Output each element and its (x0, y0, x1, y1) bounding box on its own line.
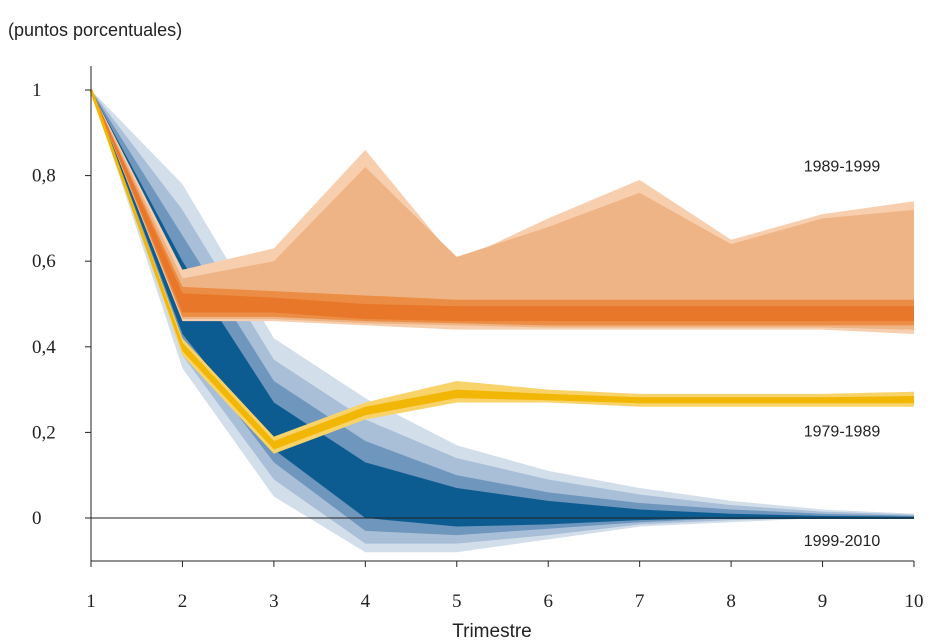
series-1989-1999-group (90, 89, 914, 334)
x-tick-label: 3 (269, 591, 279, 612)
series-1979-1989-median-line (89, 89, 914, 447)
y-tick-label: 0,2 (32, 422, 56, 443)
unit-label: (puntos porcentuales) (8, 20, 182, 40)
x-tick-label: 2 (178, 591, 188, 612)
x-tick-label: 10 (905, 591, 924, 612)
y-tick-label: 0,6 (32, 251, 56, 272)
y-tick-label: 0,4 (32, 337, 56, 358)
series-1989-1999-median-line (90, 89, 914, 318)
x-axis: 1 2 3 4 5 6 7 8 9 10 (86, 561, 924, 612)
series-labels: 1999-2010 1989-1999 1979-1989 (804, 158, 881, 550)
series-label-1999-2010: 1999-2010 (804, 533, 881, 550)
series-1989-1999-band-3 (91, 90, 914, 326)
series-label-1979-1989: 1979-1989 (804, 424, 881, 441)
x-tick-label: 8 (726, 591, 736, 612)
x-tick-label: 7 (635, 591, 645, 612)
x-tick-label: 9 (818, 591, 828, 612)
series-1979-1989-group (89, 89, 914, 454)
x-tick-label: 1 (86, 591, 96, 612)
x-tick-label: 4 (361, 591, 371, 612)
y-tick-label: 0 (32, 508, 42, 529)
series-label-1989-1999: 1989-1999 (804, 158, 881, 175)
x-tick-label: 5 (452, 591, 462, 612)
y-tick-label: 1 (32, 80, 42, 101)
x-axis-title: Trimestre (452, 621, 532, 642)
series-1989-1999-band-2 (91, 90, 914, 330)
bands-layer (89, 89, 914, 553)
x-tick-label: 6 (543, 591, 553, 612)
y-axis: 0 0,2 0,4 0,6 0,8 1 (32, 80, 91, 529)
y-tick-label: 0,8 (32, 166, 56, 187)
